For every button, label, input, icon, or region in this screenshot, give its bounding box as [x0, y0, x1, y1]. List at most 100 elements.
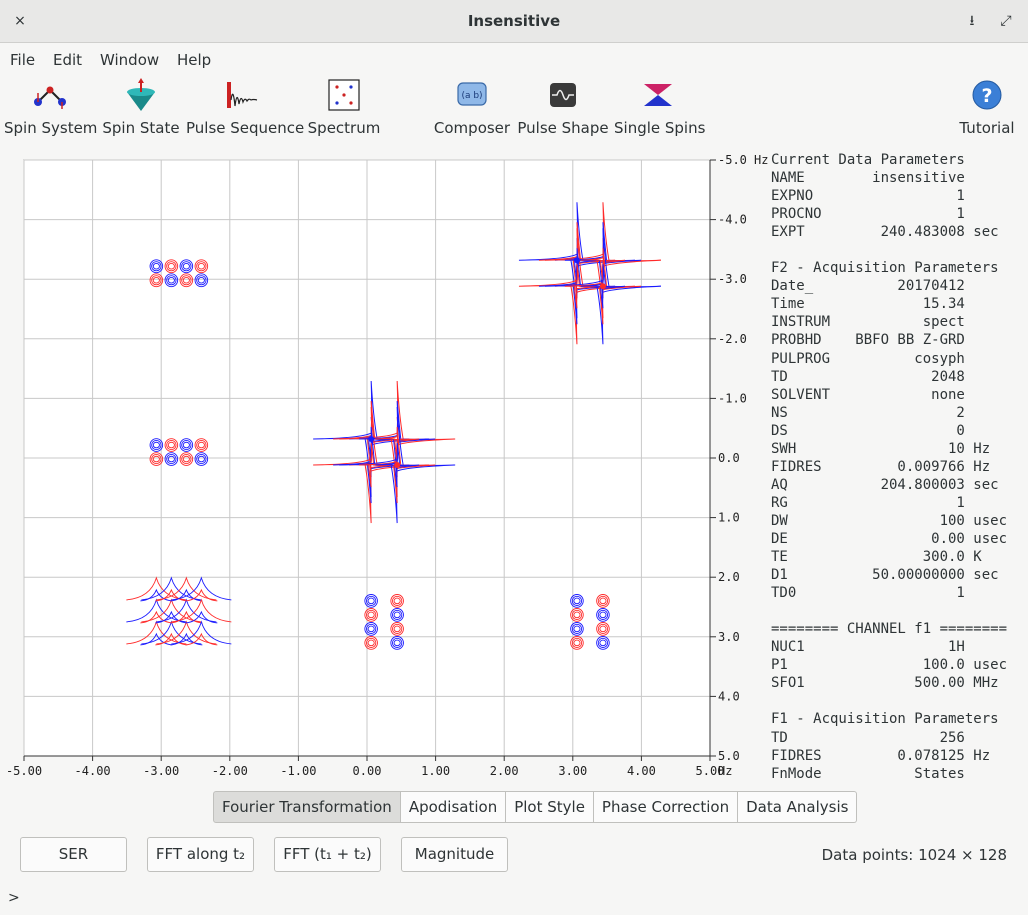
tab-apodisation[interactable]: Apodisation [400, 791, 507, 823]
contour-line [194, 438, 209, 452]
contour-line [171, 576, 232, 601]
contour-line [571, 637, 583, 648]
tab-plot-style[interactable]: Plot Style [506, 791, 594, 823]
param-line: D1 50.00000000 sec [771, 567, 999, 584]
fft-t2-button[interactable]: FFT along t₂ [147, 837, 254, 872]
command-prompt[interactable]: > [8, 890, 20, 906]
contour-line [166, 261, 177, 272]
download-icon[interactable]: ⭳ [969, 13, 975, 29]
spin-system-button[interactable]: Spin System [4, 76, 97, 140]
spectrum-button[interactable]: Spectrum [304, 76, 384, 140]
tab-phase-correction[interactable]: Phase Correction [593, 791, 739, 823]
contour-line [197, 262, 205, 270]
contour-line [596, 608, 610, 622]
maximize-icon[interactable]: ⤢ [1000, 13, 1012, 29]
contour-line [571, 609, 583, 620]
contour-line [167, 262, 175, 270]
param-line: PROCNO 1 [771, 206, 965, 223]
spin-state-button[interactable]: Spin State [102, 76, 180, 140]
close-icon[interactable]: × [14, 13, 26, 29]
contour-line [390, 594, 404, 608]
title-bar: × Insensitive ⭳ ⤢ [0, 0, 1028, 43]
tab-data-analysis[interactable]: Data Analysis [738, 791, 858, 823]
contour-line [599, 611, 607, 619]
magnitude-button[interactable]: Magnitude [401, 837, 508, 872]
ser-button[interactable]: SER [20, 837, 127, 872]
y-tick-label: -3.0 [718, 272, 747, 286]
pulse-sequence-button[interactable]: Pulse Sequence [186, 76, 304, 140]
contour-line [197, 441, 205, 449]
contour-line [151, 261, 162, 272]
param-line: TD0 1 [771, 585, 965, 602]
contour-line [141, 576, 202, 601]
spectrum-plot[interactable]: -5.00 -4.00 -3.00 -2.00 -1.00 0.00 1.00 2.00 3.0… [0, 148, 770, 780]
param-line: Date_ 20170412 [771, 278, 965, 295]
pulse-shape-button[interactable]: Pulse Shape [516, 76, 610, 140]
param-line: FnMode States [771, 765, 965, 782]
contour-line [573, 597, 581, 605]
tutorial-button[interactable]: ? Tutorial [956, 76, 1018, 140]
help-icon: ? [972, 80, 1002, 110]
param-line: Time 15.34 [771, 296, 965, 313]
contour-line [597, 595, 609, 606]
contour-line [571, 623, 583, 634]
param-line: SFO1 500.00 MHz [771, 675, 999, 692]
contour-line [181, 453, 192, 465]
contour-line [167, 455, 175, 463]
param-line [771, 602, 1007, 620]
contour-line [375, 442, 420, 488]
param-line: ======== CHANNEL f1 ======== [771, 621, 1008, 638]
contour-line [597, 637, 609, 648]
spin-state-icon [127, 78, 155, 111]
param-line: AQ 204.800003 sec [771, 476, 999, 493]
contour-line [152, 441, 160, 449]
x-tick-label: -2.00 [212, 764, 248, 778]
contour-line [149, 452, 164, 466]
y-tick-label: 3.0 [718, 630, 740, 644]
y-tick-label: 4.0 [718, 689, 740, 703]
contour-line [126, 598, 187, 623]
toolbar: Spin System Spin State Pulse Sequence Sp… [0, 76, 1028, 142]
menu-bar: File Edit Window Help [0, 44, 1028, 74]
contour-line [152, 276, 160, 284]
contour-line [367, 625, 375, 633]
contour-line [164, 452, 179, 466]
menu-file[interactable]: File [10, 51, 36, 69]
pulse-shape-label: Pulse Shape [517, 119, 609, 137]
spectrum-icon [328, 79, 360, 111]
spin-system-icon [34, 86, 66, 109]
single-spins-button[interactable]: Single Spins [614, 76, 705, 140]
contour-line [151, 275, 162, 286]
contour-line [179, 273, 194, 288]
svg-text:?: ? [981, 85, 992, 107]
x-tick-label: 3.00 [558, 764, 587, 778]
menu-help[interactable]: Help [177, 51, 212, 69]
param-line: PROBHD BBFO BB Z-GRD [771, 332, 965, 349]
x-tick-label: 2.00 [490, 764, 519, 778]
contour-line [599, 597, 607, 605]
param-line: F2 - Acquisition Parameters [771, 260, 999, 277]
menu-window[interactable]: Window [100, 51, 160, 69]
contour-line [196, 453, 207, 465]
fft-t1-t2-button[interactable]: FFT (t₁ + t₂) [274, 837, 381, 872]
x-tick-label: -4.00 [75, 764, 111, 778]
menu-edit[interactable]: Edit [53, 51, 83, 69]
param-line: NAME insensitive [771, 170, 965, 187]
contour-line [156, 620, 217, 645]
param-line: NUC1 1H [771, 639, 965, 656]
param-line: F1 - Acquisition Parameters [771, 711, 999, 728]
contour-line [182, 262, 190, 270]
data-points-status: Data points: 1024 × 128 [821, 846, 1007, 864]
contour-line [171, 620, 232, 645]
contour-line [196, 261, 207, 272]
composer-button[interactable]: (a b) Composer [432, 76, 512, 140]
tab-fourier-transformation[interactable]: Fourier Transformation [213, 791, 401, 823]
contour-line [573, 639, 581, 647]
contour-line [391, 623, 403, 634]
y-tick-label: 0.0 [718, 451, 740, 465]
x-tick-label: 5.00 [696, 764, 725, 778]
contour-line [156, 598, 217, 623]
contour-line [393, 611, 401, 619]
contour-line [149, 259, 164, 274]
contour-line [126, 620, 187, 645]
